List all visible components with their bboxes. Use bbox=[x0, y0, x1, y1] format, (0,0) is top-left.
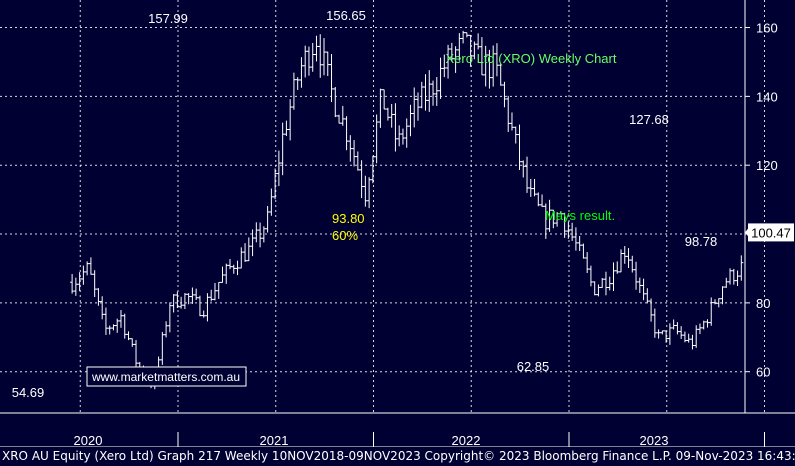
x-period-label: 2020 bbox=[74, 433, 103, 448]
last-price-pointer bbox=[745, 227, 749, 238]
last-price-label: 100.47 bbox=[751, 225, 791, 240]
price-annotation: 156.65 bbox=[326, 8, 366, 23]
chart-footer: XRO AU Equity (Xero Ltd) Graph 217 Weekl… bbox=[0, 447, 795, 466]
y-tick-label: 120 bbox=[756, 158, 778, 173]
y-tick-label: 80 bbox=[756, 296, 770, 311]
y-tick-label: 140 bbox=[756, 89, 778, 104]
y-tick-label: 160 bbox=[756, 21, 778, 36]
price-annotation: 98.78 bbox=[685, 234, 718, 249]
price-annotation: 127.68 bbox=[629, 112, 669, 127]
price-annotation: 157.99 bbox=[148, 11, 188, 26]
price-annotation: 54.69 bbox=[12, 385, 45, 400]
text-annotation: 93.80 bbox=[332, 211, 365, 226]
y-tick-label: 60 bbox=[756, 365, 770, 380]
x-period-label: 2023 bbox=[640, 433, 669, 448]
x-period-label: 2021 bbox=[260, 433, 289, 448]
x-period-label: 2022 bbox=[452, 433, 481, 448]
text-annotation: 60% bbox=[332, 228, 358, 243]
text-annotation: Mays result. bbox=[545, 208, 615, 223]
watermark-box bbox=[86, 366, 247, 387]
price-annotation: 62.85 bbox=[517, 359, 550, 374]
chart-title: Xero Ltd (XRO) Weekly Chart bbox=[446, 51, 617, 66]
watermark-text: www.marketmatters.com.au bbox=[91, 370, 240, 384]
last-price-box bbox=[748, 223, 794, 242]
